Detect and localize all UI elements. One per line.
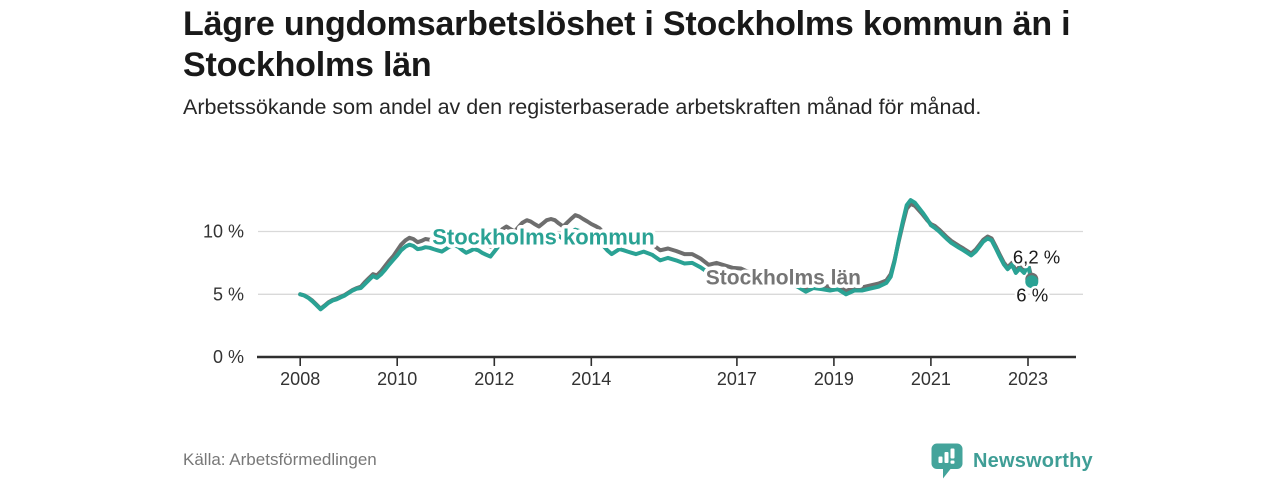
x-axis-tick-label: 2017 (717, 369, 757, 389)
x-axis-tick-label: 2010 (377, 369, 417, 389)
series-end-dot-stockholms-kommun (1025, 275, 1039, 289)
newsworthy-wordmark: Newsworthy (973, 449, 1093, 472)
speech-bubble-bar-chart-icon (931, 443, 963, 479)
x-axis-tick-label: 2021 (911, 369, 951, 389)
source-note: Källa: Arbetsförmedlingen (183, 450, 377, 469)
chart-title: Lägre ungdomsarbetslöshet i Stockholms k… (183, 5, 1071, 84)
end-value-label-kommun: 6 % (1016, 284, 1048, 305)
series-label-stockholms-kommun: Stockholms kommun (432, 225, 654, 250)
y-axis-tick-label: 5 % (213, 284, 244, 304)
x-axis-tick-label: 2014 (571, 369, 611, 389)
y-axis-tick-label: 10 % (203, 222, 244, 242)
chart-subtitle: Arbetssökande som andel av den registerb… (183, 95, 982, 119)
series-line-stockholms-kommun (298, 198, 1034, 312)
x-axis-tick-label: 2012 (474, 369, 514, 389)
newsworthy-logo: Newsworthy (931, 443, 1093, 479)
series-line-stockholms-lan (298, 201, 1034, 311)
x-axis-tick-label: 2008 (280, 369, 320, 389)
x-axis-tick-label: 2023 (1008, 369, 1048, 389)
series-label-stockholms-lan: Stockholms län (706, 267, 861, 290)
y-axis-tick-label: 0 % (213, 347, 244, 367)
x-axis-tick-label: 2019 (814, 369, 854, 389)
end-value-label-lan: 6,2 % (1013, 247, 1060, 268)
